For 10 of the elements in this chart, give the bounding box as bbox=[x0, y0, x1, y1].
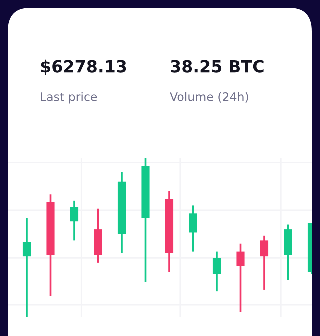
candlestick bbox=[260, 235, 269, 291]
candlestick bbox=[236, 242, 245, 314]
text: $6278.13 bbox=[41, 60, 126, 76]
text: Volume (24h) bbox=[170, 92, 248, 103]
text: Last price bbox=[41, 92, 98, 104]
candlestick bbox=[189, 204, 198, 253]
candlestick bbox=[70, 200, 79, 242]
candlestick bbox=[22, 218, 32, 317]
text: 38.25 BTC bbox=[171, 60, 264, 73]
candlestick bbox=[212, 250, 222, 292]
